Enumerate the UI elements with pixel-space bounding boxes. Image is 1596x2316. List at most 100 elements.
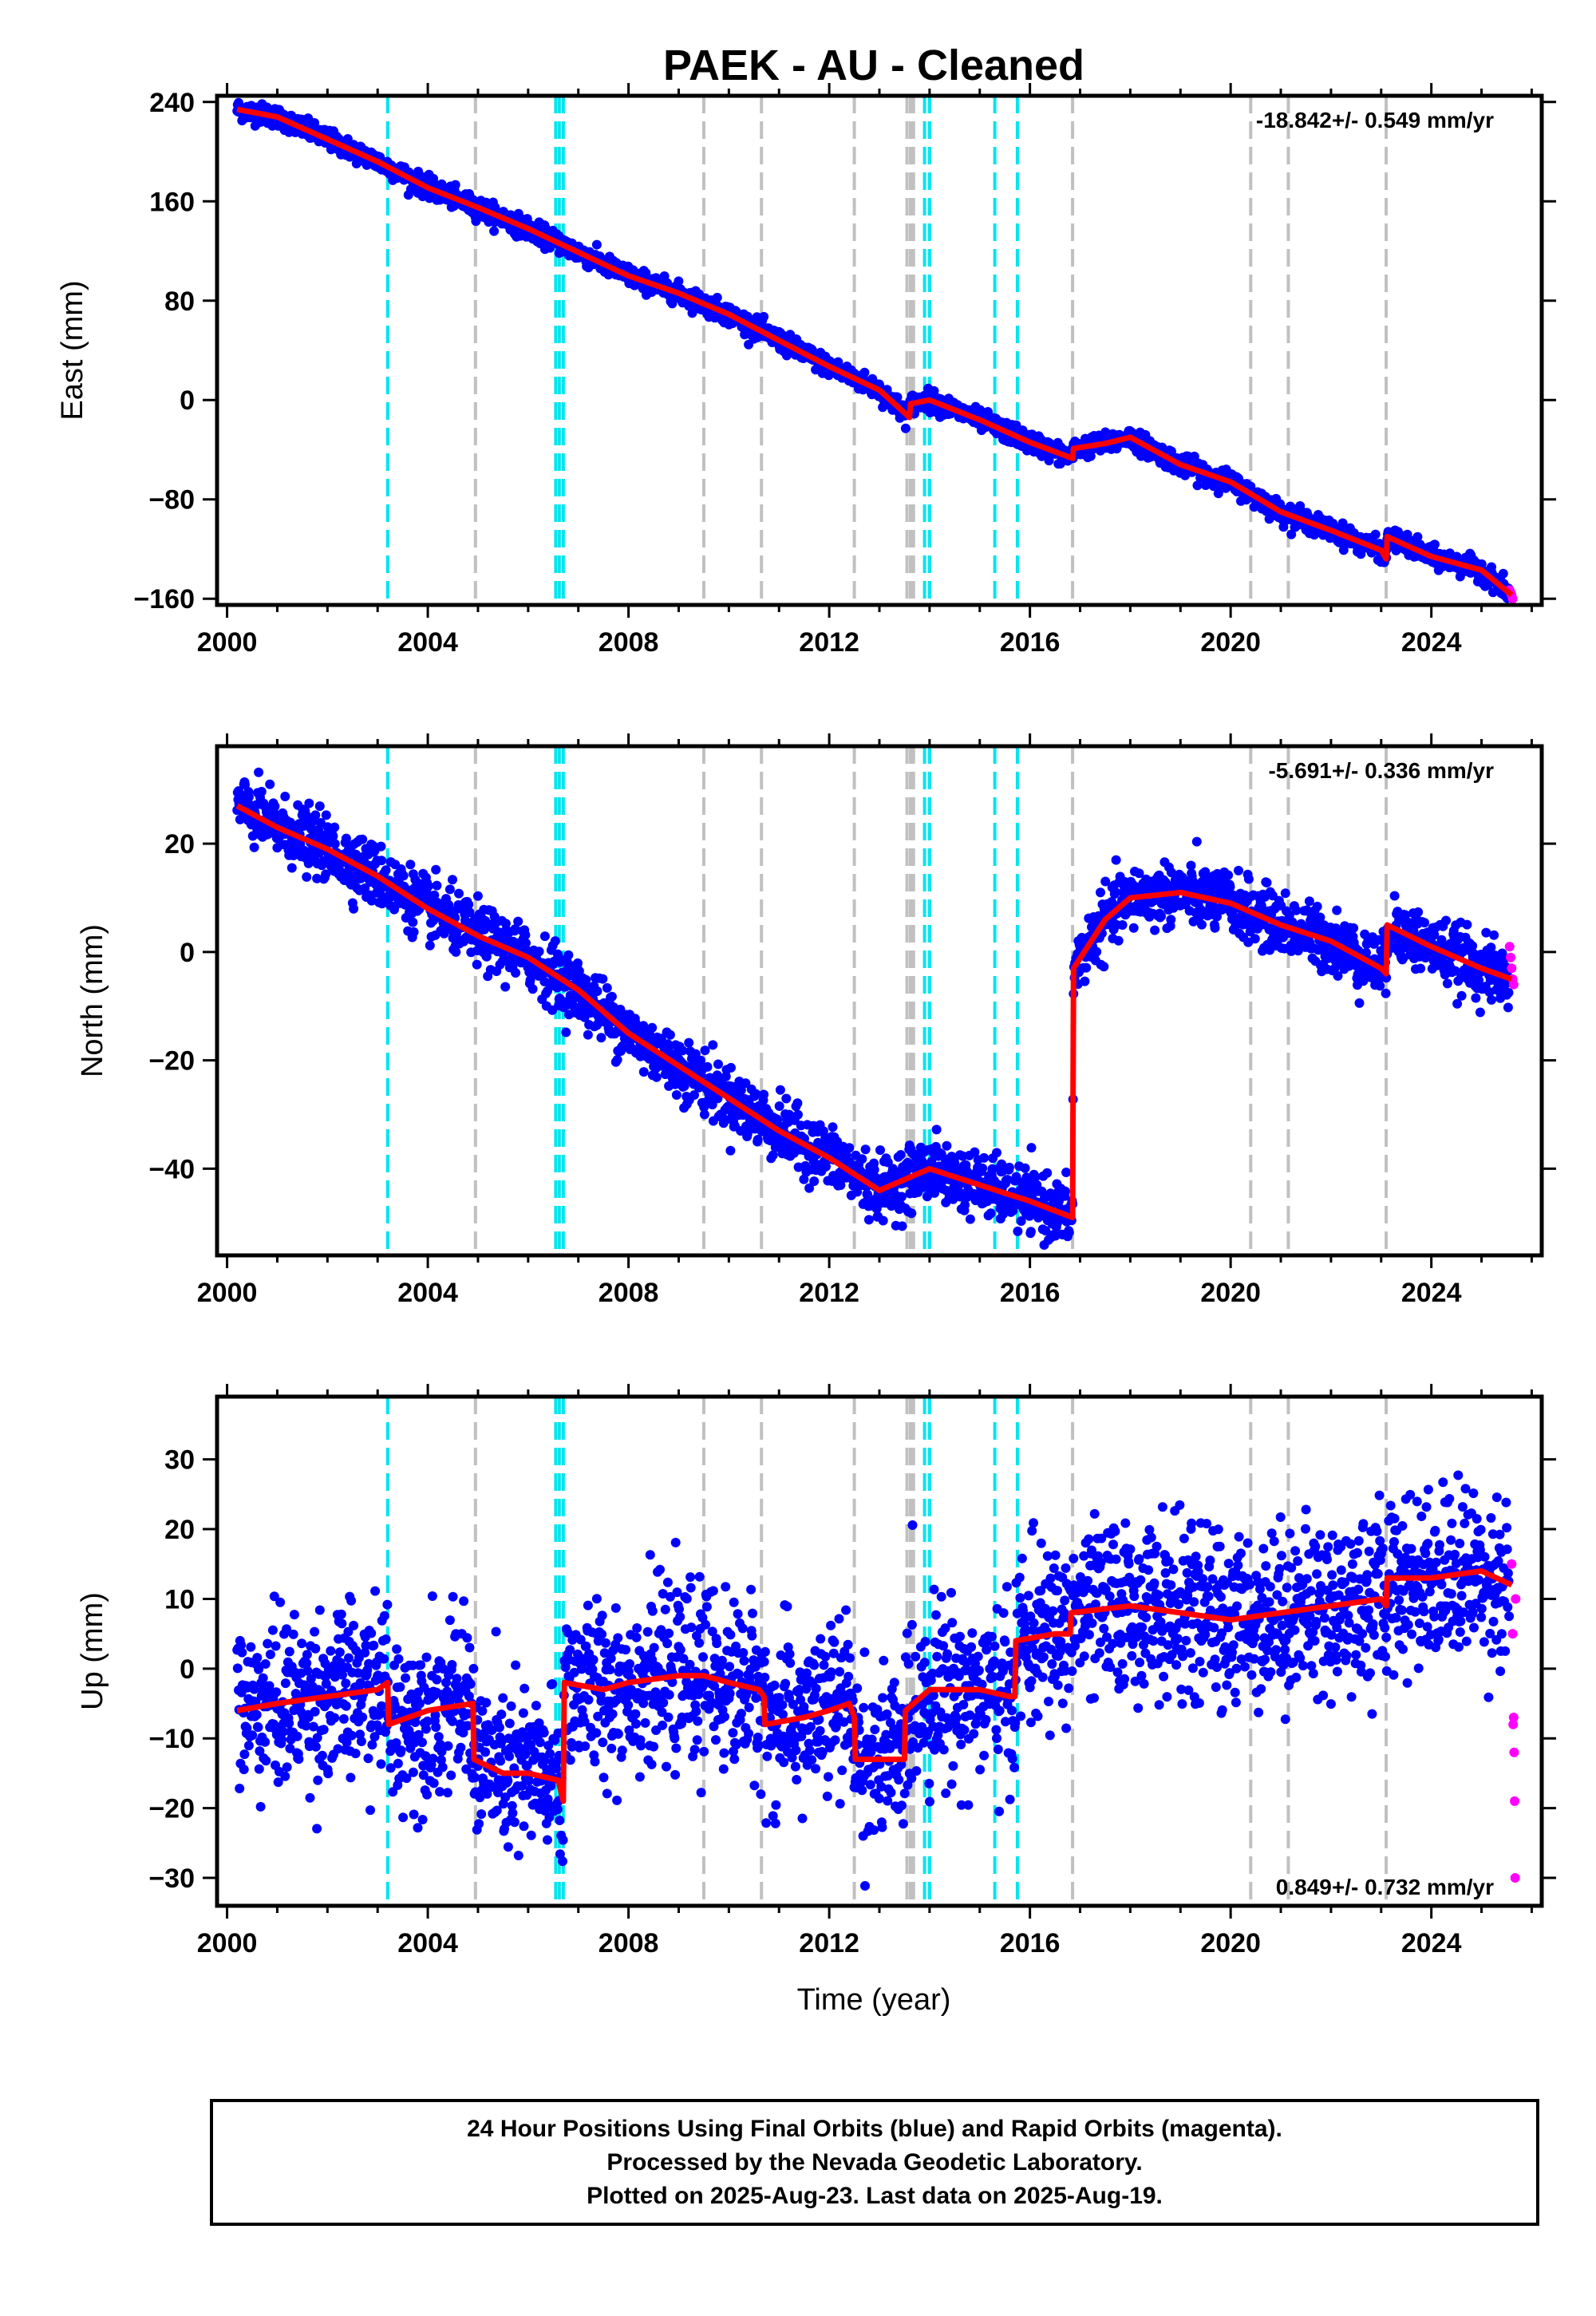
final-point: [561, 1027, 571, 1037]
final-point: [696, 1055, 705, 1065]
final-point: [1191, 836, 1202, 847]
final-point: [781, 1093, 792, 1104]
final-point: [360, 883, 370, 893]
final-point: [1041, 1226, 1051, 1236]
final-point: [472, 891, 483, 901]
final-point: [774, 1101, 784, 1111]
final-point: [328, 831, 338, 841]
final-point: [1044, 456, 1054, 466]
final-point: [775, 1085, 785, 1095]
final-point: [821, 1161, 831, 1172]
final-point: [349, 903, 359, 914]
final-point: [606, 991, 617, 1002]
final-point: [303, 858, 314, 868]
final-point: [444, 884, 455, 895]
final-point: [432, 880, 442, 891]
final-point: [751, 1089, 761, 1099]
final-point: [1245, 927, 1255, 937]
y-tick-label: −80: [148, 485, 195, 516]
final-point: [844, 1143, 855, 1153]
final-point: [489, 226, 500, 236]
final-point: [454, 888, 464, 899]
final-point: [1026, 1143, 1037, 1153]
final-point: [857, 1154, 867, 1164]
final-point: [341, 833, 351, 844]
final-point: [1128, 923, 1139, 933]
final-point: [1134, 868, 1144, 879]
final-point: [602, 982, 612, 993]
final-point: [1188, 916, 1199, 927]
final-point: [389, 904, 399, 915]
final-point: [321, 810, 331, 820]
final-point: [960, 1199, 970, 1210]
velocity-rate-label: -18.842+/- 0.549 mm/yr: [1256, 108, 1494, 132]
plot-area: [232, 96, 1518, 605]
final-point: [860, 1144, 871, 1155]
y-tick-label: 0: [180, 385, 195, 416]
final-point: [358, 834, 368, 844]
final-point: [863, 1215, 874, 1225]
final-point: [907, 1208, 917, 1219]
final-point: [521, 938, 531, 948]
final-point: [878, 1215, 888, 1226]
final-point: [1337, 518, 1348, 528]
final-point: [1150, 925, 1160, 935]
final-point: [667, 298, 678, 309]
final-point: [986, 1208, 996, 1219]
final-point: [1412, 532, 1423, 542]
x-tick-label: 2000: [197, 627, 258, 658]
final-point: [450, 180, 460, 190]
final-point: [674, 276, 684, 287]
final-point: [651, 1072, 662, 1082]
final-point: [1262, 878, 1272, 887]
final-point: [1225, 882, 1235, 892]
final-point: [736, 1085, 746, 1095]
x-tick-label: 2016: [1000, 627, 1061, 658]
final-point: [1293, 946, 1303, 956]
final-point: [280, 792, 290, 801]
final-point: [638, 1067, 649, 1077]
final-point: [381, 865, 391, 875]
final-point: [592, 986, 602, 996]
final-point: [243, 792, 254, 802]
final-point: [965, 1214, 975, 1224]
final-point: [256, 786, 267, 796]
final-point: [510, 924, 520, 935]
final-point: [612, 1054, 622, 1065]
final-point: [741, 1078, 751, 1089]
final-point: [1025, 1227, 1036, 1237]
final-point: [1020, 1163, 1030, 1173]
final-point: [1498, 568, 1508, 579]
final-point: [330, 839, 340, 849]
final-point: [567, 1000, 578, 1010]
final-point: [700, 1045, 710, 1056]
final-point: [992, 1148, 1001, 1158]
x-tick-label: 2004: [397, 627, 458, 658]
final-point: [725, 1145, 736, 1156]
final-point: [1370, 529, 1381, 539]
final-point: [591, 239, 602, 250]
final-point: [398, 871, 409, 881]
final-point: [312, 873, 322, 883]
final-point: [539, 931, 550, 942]
final-point: [376, 841, 386, 852]
final-point: [753, 1135, 763, 1144]
final-point: [892, 392, 903, 402]
final-point: [1092, 947, 1102, 957]
final-point: [836, 1180, 846, 1190]
final-point: [1280, 888, 1290, 899]
final-point: [405, 860, 416, 870]
final-point: [689, 1090, 699, 1100]
final-point: [550, 936, 560, 947]
final-point: [1030, 1172, 1041, 1182]
final-point: [1113, 935, 1124, 946]
final-point: [1212, 911, 1222, 922]
final-point: [342, 134, 353, 144]
final-point: [1060, 1186, 1070, 1196]
x-tick-label: 2024: [1401, 627, 1462, 658]
final-point: [520, 930, 531, 940]
final-point: [314, 801, 325, 812]
final-point: [425, 940, 435, 951]
final-point: [1061, 1168, 1072, 1177]
